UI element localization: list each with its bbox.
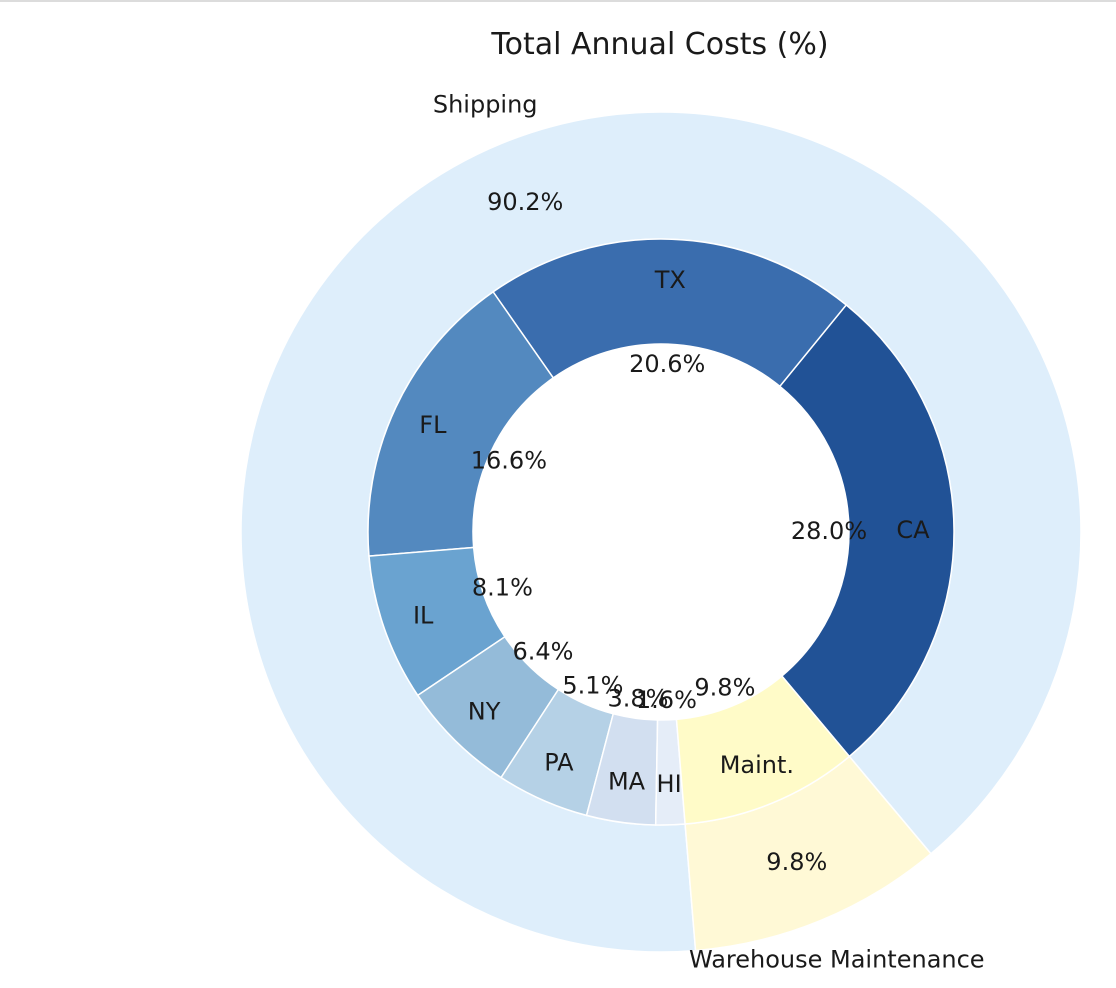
chart-labels: Shipping 90.2% Warehouse Maintenance 9.8% CA… xyxy=(413,91,985,974)
inner-value-ca: 28.0% xyxy=(791,517,867,545)
inner-label-il: IL xyxy=(413,601,434,629)
inner-value-pa: 5.1% xyxy=(562,672,623,700)
inner-value-hi: 1.6% xyxy=(636,686,697,714)
inner-label-hi: HI xyxy=(657,770,682,798)
inner-value-tx: 20.6% xyxy=(629,350,705,378)
inner-value-ny: 6.4% xyxy=(513,638,574,666)
outer-value-warehouse-maintenance: 9.8% xyxy=(766,848,827,876)
inner-label-ny: NY xyxy=(468,697,501,725)
inner-value-fl: 16.6% xyxy=(471,447,547,475)
outer-slice-shipping xyxy=(240,111,1082,953)
inner-label-maint: Maint. xyxy=(720,751,794,779)
inner-label-ca: CA xyxy=(896,516,930,544)
outer-label-shipping: Shipping xyxy=(433,91,538,119)
outer-ring xyxy=(240,111,1082,953)
inner-label-tx: TX xyxy=(654,266,686,294)
inner-ring xyxy=(367,238,955,826)
inner-slice-maint xyxy=(675,674,851,825)
inner-value-ma: 3.8% xyxy=(608,684,669,712)
inner-label-ma: MA xyxy=(608,768,646,796)
top-divider xyxy=(0,0,1116,2)
inner-value-maint: 9.8% xyxy=(694,673,755,701)
inner-slice-ca xyxy=(778,303,955,758)
outer-label-warehouse-maintenance: Warehouse Maintenance xyxy=(689,945,985,973)
outer-value-shipping: 90.2% xyxy=(487,188,563,216)
chart-title: Total Annual Costs (%) xyxy=(490,27,828,62)
inner-slice-tx xyxy=(492,238,848,388)
inner-value-il: 8.1% xyxy=(472,574,533,602)
inner-label-fl: FL xyxy=(419,411,447,439)
inner-label-pa: PA xyxy=(544,748,574,776)
